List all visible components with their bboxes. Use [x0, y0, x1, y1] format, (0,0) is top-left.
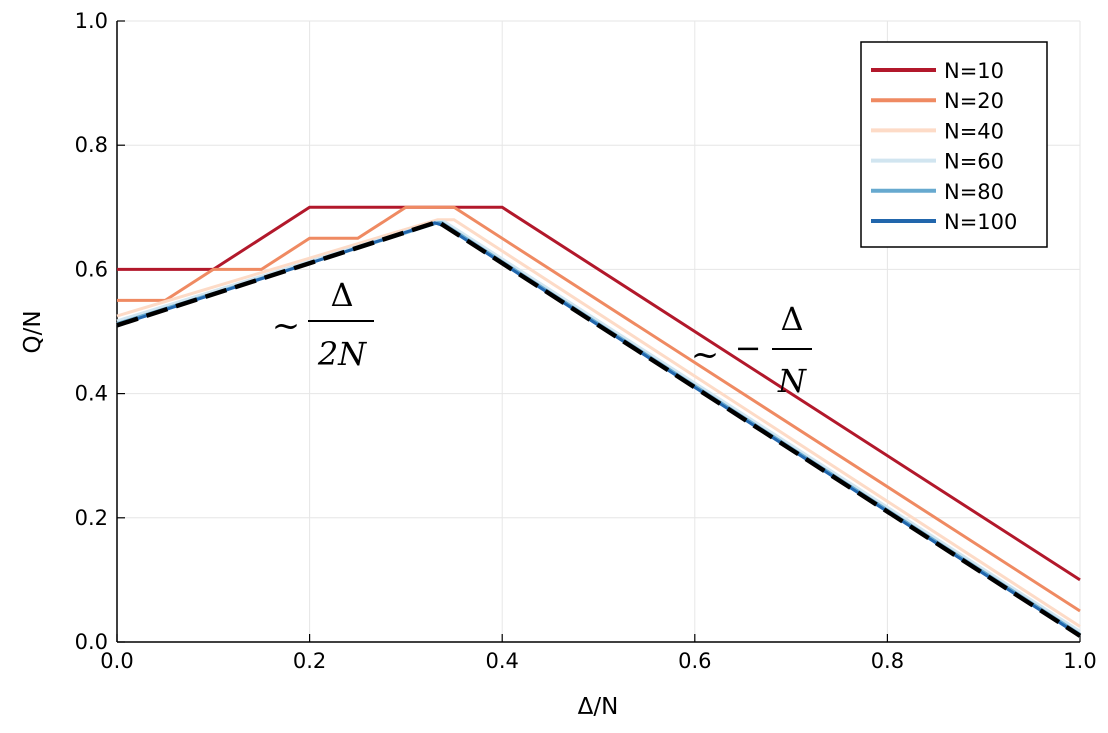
annotation-rising-prefix: ~ [272, 306, 301, 346]
y-axis-ticks: 0.0 0.2 0.4 0.6 0.8 1.0 [75, 9, 125, 654]
series-line-n40 [116, 218, 1081, 628]
legend-box [860, 41, 1048, 248]
series-line-n60 [116, 220, 1081, 633]
legend-label: N=60 [944, 150, 1004, 174]
legend-label: N=80 [944, 180, 1004, 204]
limit-curve-dashed [116, 219, 1082, 638]
y-tick-label: 0.6 [75, 257, 108, 281]
x-tick-label: 0.2 [293, 649, 326, 673]
legend-label: N=100 [944, 210, 1017, 234]
axes [116, 21, 1080, 643]
annotation-rising-slope: ~ Δ 2N [272, 276, 374, 373]
y-tick-label: 0.0 [75, 630, 108, 654]
series-line-n100 [116, 221, 1081, 638]
series-line-n20 [117, 205, 1081, 613]
legend-label: N=10 [944, 59, 1004, 83]
annotation-falling-prefix: ~ [691, 335, 720, 375]
legend: N=10 N=20 N=40 N=60 N=80 N=100 [860, 41, 1048, 248]
annotation-falling-numerator: Δ [780, 300, 803, 338]
x-tick-label: 1.0 [1063, 649, 1096, 673]
series-layer [116, 205, 1082, 638]
y-axis-label: Q/N [20, 310, 46, 353]
legend-label: N=20 [944, 89, 1004, 113]
annotation-rising-numerator: Δ [330, 276, 353, 314]
y-tick-label: 0.4 [75, 382, 108, 406]
x-axis-label: Δ/N [578, 694, 619, 720]
annotation-falling-slope: ~ − Δ N [691, 300, 812, 400]
x-tick-label: 0.0 [100, 649, 133, 673]
x-axis-ticks: 0.0 0.2 0.4 0.6 0.8 1.0 [100, 634, 1097, 673]
y-tick-label: 0.2 [75, 506, 108, 530]
legend-label: N=40 [944, 119, 1004, 143]
annotation-rising-denominator: 2N [317, 335, 367, 373]
x-tick-label: 0.4 [485, 649, 518, 673]
x-tick-label: 0.8 [871, 649, 904, 673]
x-tick-label: 0.6 [678, 649, 711, 673]
annotation-falling-denominator: N [777, 362, 807, 400]
annotation-falling-sign: − [735, 329, 762, 367]
y-tick-label: 1.0 [75, 9, 108, 33]
series-line-n80 [116, 221, 1081, 636]
y-tick-label: 0.8 [75, 133, 108, 157]
series-line-n10 [117, 205, 1081, 582]
